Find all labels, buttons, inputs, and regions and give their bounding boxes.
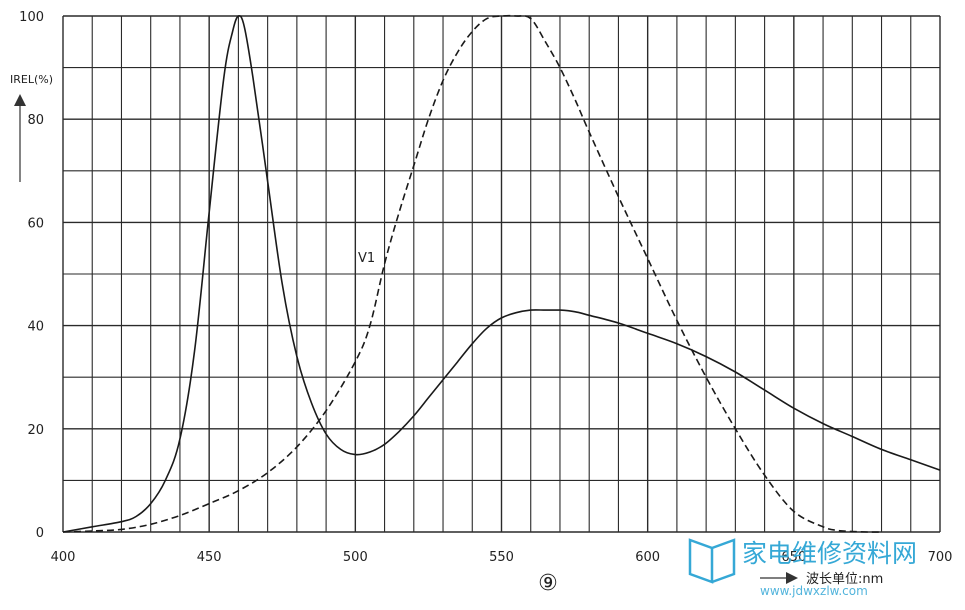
watermark-subtext: www.jdwxzlw.com (760, 584, 868, 598)
x-tick-label: 700 (928, 550, 953, 565)
x-tick-label: 400 (51, 550, 76, 565)
y-tick-label: 80 (27, 113, 44, 128)
series-label-v1: V1 (358, 251, 375, 266)
book-icon (688, 538, 736, 584)
series-line-v1 (62, 14, 882, 533)
x-tick-label: 600 (635, 550, 660, 565)
watermark: 家电维修资料网 www.jdwxzlw.com (688, 538, 917, 598)
x-tick-labels: 400 450 500 550 600 650 700 (51, 550, 953, 565)
x-tick-label: 550 (489, 550, 514, 565)
y-tick-label: 40 (27, 320, 44, 335)
y-axis-label-group: IREL(%) (10, 73, 53, 182)
series-lines (62, 14, 941, 533)
x-tick-label: 650 (781, 550, 806, 565)
series-line-led-spectrum (62, 14, 941, 533)
grid (62, 15, 941, 533)
y-tick-label: 20 (27, 423, 44, 438)
watermark-text: 家电维修资料网 (742, 539, 917, 568)
arrow-up-icon (14, 94, 26, 106)
y-tick-label: 0 (36, 526, 44, 541)
figure-number: ⑨ (538, 571, 558, 596)
y-axis-label: IREL(%) (10, 73, 53, 86)
x-tick-label: 500 (343, 550, 368, 565)
arrow-right-icon (786, 572, 798, 584)
y-tick-label: 60 (27, 216, 44, 231)
x-axis-label-group: 波长单位:nm (760, 572, 883, 587)
x-tick-label: 450 (197, 550, 222, 565)
y-tick-labels: 0 20 40 60 80 100 (19, 10, 44, 541)
x-axis-label: 波长单位:nm (806, 572, 883, 587)
y-tick-label: 100 (19, 10, 44, 25)
